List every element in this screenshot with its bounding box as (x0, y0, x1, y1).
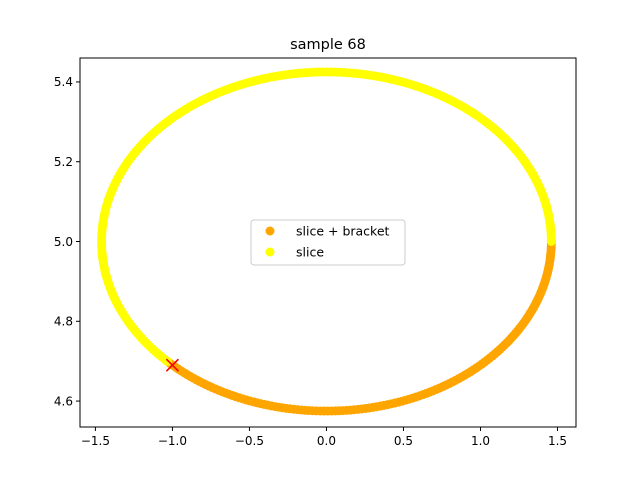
y-tick-label: 5.4 (54, 75, 73, 89)
x-tick-label: 0.0 (317, 434, 336, 448)
legend-label-slice: slice (296, 245, 324, 260)
y-tick-label: 5.0 (54, 235, 73, 249)
x-tick-label: 0.5 (394, 434, 413, 448)
legend-marker-slice (265, 247, 275, 257)
marker-layer (165, 358, 179, 372)
y-tick-label: 5.2 (54, 155, 73, 169)
x-axis: −1.5 −1.0 −0.5 0.0 0.5 1.0 1.5 (81, 427, 567, 448)
y-axis: 4.6 4.8 5.0 5.2 5.4 (54, 75, 80, 408)
series-layer (97, 67, 556, 416)
plot-frame (79, 57, 577, 428)
legend-box (250, 219, 406, 266)
x-tick-label: −1.0 (158, 434, 187, 448)
y-tick-label: 4.8 (54, 315, 73, 329)
legend: slice + bracket slice (250, 219, 406, 266)
x-tick-label: 1.0 (471, 434, 490, 448)
x-tick-label: 1.5 (548, 434, 567, 448)
data-point (162, 356, 172, 366)
x-marker (165, 358, 179, 372)
series-slice (97, 67, 556, 366)
legend-marker-slice-bracket (265, 226, 275, 236)
y-tick-label: 4.6 (54, 394, 73, 408)
x-tick-label: −0.5 (235, 434, 264, 448)
series-slice-bracket (162, 237, 556, 416)
x-tick-label: −1.5 (81, 434, 110, 448)
legend-label-slice-bracket: slice + bracket (296, 224, 390, 239)
chart-title: sample 68 (290, 37, 366, 53)
